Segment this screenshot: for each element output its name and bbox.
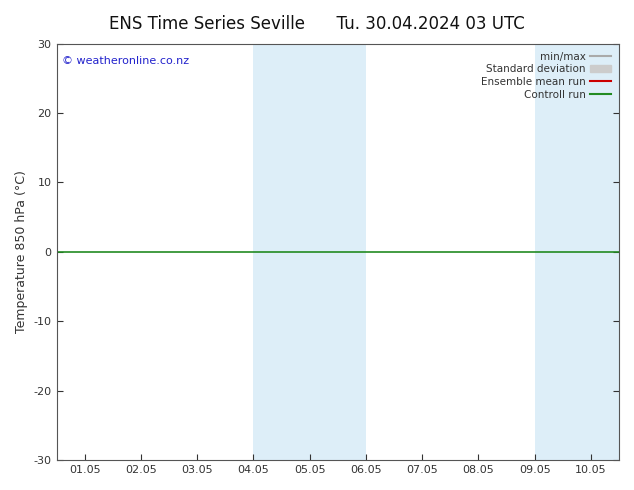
Text: © weatheronline.co.nz: © weatheronline.co.nz	[62, 56, 190, 66]
Text: ENS Time Series Seville      Tu. 30.04.2024 03 UTC: ENS Time Series Seville Tu. 30.04.2024 0…	[109, 15, 525, 33]
Bar	[254, 44, 366, 460]
Y-axis label: Temperature 850 hPa (°C): Temperature 850 hPa (°C)	[15, 171, 28, 333]
Legend: min/max, Standard deviation, Ensemble mean run, Controll run: min/max, Standard deviation, Ensemble me…	[478, 49, 614, 103]
Bar	[534, 44, 634, 460]
